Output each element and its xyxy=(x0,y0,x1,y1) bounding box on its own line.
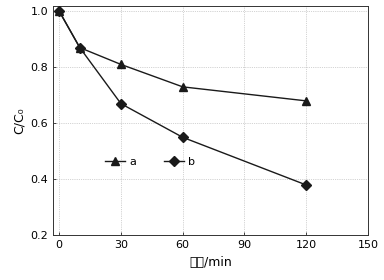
a xyxy=(119,63,123,66)
X-axis label: 时间/min: 时间/min xyxy=(189,256,232,269)
b xyxy=(119,102,123,105)
b xyxy=(57,10,61,13)
a xyxy=(78,46,82,49)
b xyxy=(78,46,82,49)
b xyxy=(180,136,185,139)
Line: a: a xyxy=(55,7,310,105)
b xyxy=(304,183,308,187)
Line: b: b xyxy=(56,8,310,188)
a xyxy=(304,99,308,102)
a xyxy=(180,85,185,88)
Legend: a, b: a, b xyxy=(100,152,200,171)
Y-axis label: C/C₀: C/C₀ xyxy=(13,107,26,134)
a xyxy=(57,10,61,13)
